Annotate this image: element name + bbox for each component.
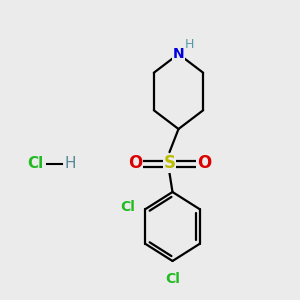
Text: O: O <box>197 154 211 172</box>
Text: Cl: Cl <box>165 272 180 286</box>
Text: Cl: Cl <box>121 200 136 214</box>
Text: S: S <box>164 154 175 172</box>
Text: H: H <box>185 38 195 52</box>
Text: Cl: Cl <box>27 156 43 171</box>
Text: H: H <box>64 156 76 171</box>
Text: O: O <box>128 154 142 172</box>
Text: N: N <box>173 47 184 61</box>
